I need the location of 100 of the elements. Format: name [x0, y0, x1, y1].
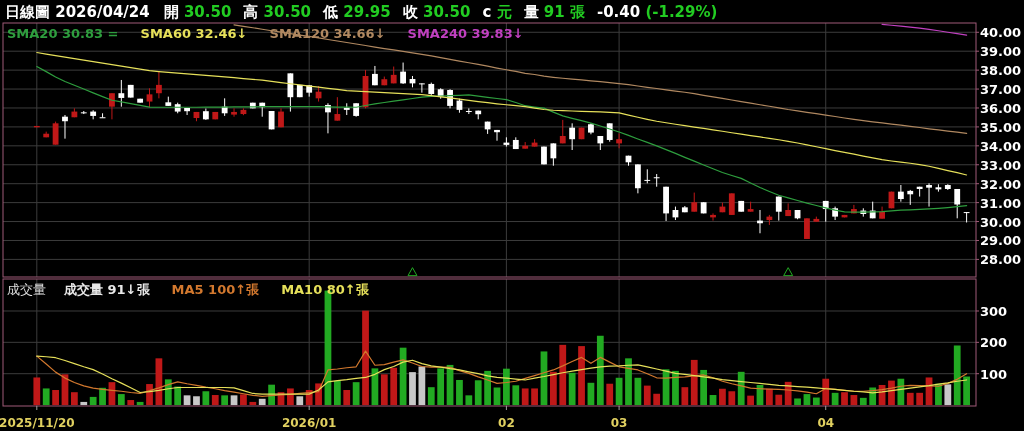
y-tick-label: 33.00 — [980, 157, 1022, 173]
candlestick — [963, 211, 970, 223]
bar — [831, 392, 839, 406]
x-tick-label: 2026/01 — [281, 416, 337, 430]
text: 高 30.50 — [243, 3, 312, 21]
bar — [136, 401, 144, 406]
bar — [812, 397, 820, 406]
x-tick-label: 03 — [610, 416, 628, 430]
bar — [906, 392, 914, 406]
bar — [549, 371, 557, 406]
y-tick-label: 200 — [980, 335, 1008, 351]
candlestick — [184, 107, 190, 116]
bar — [52, 390, 59, 406]
bar — [719, 388, 726, 406]
x-tick-label: 02 — [498, 416, 515, 430]
text: c 元 — [482, 3, 512, 21]
bar — [42, 388, 50, 406]
bar — [681, 387, 689, 406]
bar — [409, 372, 416, 406]
bar — [240, 394, 247, 406]
candlestick — [52, 121, 59, 146]
candlestick — [691, 192, 698, 213]
bar — [333, 380, 341, 406]
bar — [202, 391, 210, 406]
bar — [766, 388, 773, 406]
candlestick — [494, 129, 500, 142]
bar — [99, 387, 106, 406]
bar — [916, 392, 924, 406]
bar — [80, 401, 88, 406]
candlestick — [616, 132, 623, 149]
text: 收 30.50 — [402, 3, 471, 21]
bar — [211, 395, 219, 406]
bar — [512, 385, 520, 406]
y-tick-label: 39.00 — [980, 44, 1022, 60]
y-tick-label: 32.00 — [980, 176, 1022, 192]
chart-title: 成交量 — [7, 282, 46, 297]
text: 開 30.50 — [163, 3, 232, 21]
y-tick-label: 300 — [980, 303, 1008, 319]
chart-title: 日線圖 2026/04/24 — [5, 3, 150, 21]
bar — [935, 383, 942, 406]
bar — [568, 372, 576, 406]
bar — [859, 397, 867, 406]
bar — [963, 376, 970, 406]
bar — [418, 366, 426, 406]
text: SMA240 39.83↓ — [407, 26, 524, 41]
candlestick — [569, 122, 576, 151]
bar — [944, 384, 952, 406]
candlestick — [804, 217, 810, 240]
bar — [258, 398, 266, 406]
candlestick — [62, 114, 68, 140]
bar — [625, 358, 632, 406]
bar — [362, 310, 369, 406]
bar — [343, 390, 351, 406]
bar — [775, 394, 783, 406]
bar — [221, 395, 229, 406]
candlestick — [146, 87, 153, 108]
text: 低 29.95 — [322, 3, 391, 21]
candlestick — [634, 163, 641, 194]
bar — [953, 345, 961, 406]
x-tick-label: 2025/11/20 — [0, 416, 75, 430]
candlestick — [644, 168, 651, 184]
bar — [465, 395, 473, 406]
bar — [794, 398, 801, 406]
text: 量 91 張 — [522, 3, 586, 21]
line-series — [881, 23, 968, 36]
bar — [183, 395, 191, 406]
bar — [427, 387, 435, 406]
candlestick — [775, 196, 782, 222]
bar — [672, 370, 679, 406]
text: 成交量 91↓張 — [63, 282, 151, 297]
bar — [390, 367, 398, 406]
candlestick — [155, 71, 162, 99]
bar — [841, 392, 848, 406]
y-tick-label: 35.00 — [980, 119, 1022, 135]
candlestick — [550, 142, 557, 167]
text: SMA20 30.83 = — [7, 26, 119, 41]
bar — [606, 383, 614, 406]
bar — [456, 379, 463, 406]
bar — [690, 359, 698, 406]
line-series — [36, 51, 968, 176]
bar — [747, 395, 754, 406]
bar — [230, 395, 238, 406]
candlestick — [231, 107, 237, 118]
candlestick — [926, 182, 932, 208]
x-tick-label: 04 — [817, 416, 835, 430]
bar — [503, 368, 510, 406]
y-tick-label: 31.00 — [980, 195, 1022, 211]
y-tick-label: 100 — [980, 366, 1008, 382]
bar — [117, 394, 125, 406]
bar — [493, 387, 501, 406]
candlestick — [653, 173, 660, 188]
bar — [89, 396, 97, 406]
candlestick — [897, 184, 904, 203]
candlestick — [954, 188, 961, 219]
bar — [521, 388, 529, 406]
candlestick — [118, 79, 125, 108]
bar — [352, 382, 360, 406]
y-tick-label: 36.00 — [980, 100, 1022, 116]
text: MA5 100↑張 — [171, 282, 261, 297]
bar — [596, 335, 604, 406]
